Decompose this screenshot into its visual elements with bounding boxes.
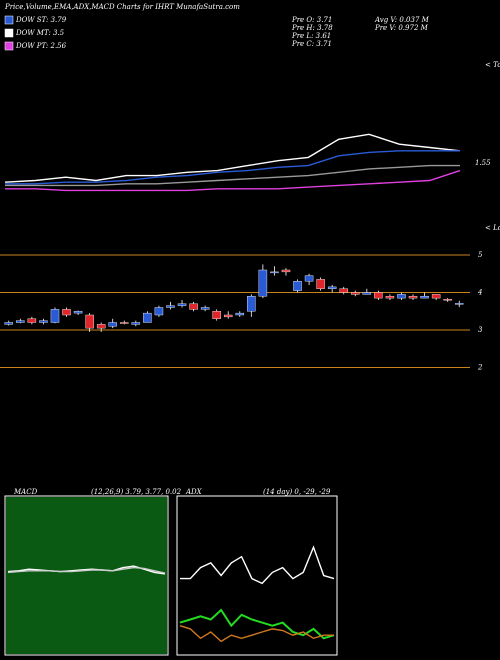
candle-body — [362, 292, 372, 295]
candle-body — [131, 322, 141, 325]
candle-body — [212, 311, 221, 319]
series-line — [180, 545, 335, 585]
series-line — [5, 164, 460, 187]
chart-title: Price,Volume,EMA,ADX,MACD Charts for IHR… — [4, 3, 240, 11]
candle-body — [16, 320, 25, 323]
info-text: Pre H: 3.78 — [291, 24, 333, 32]
legend-swatch — [4, 28, 14, 38]
annotation: < Lows — [485, 224, 500, 232]
info-text: Pre V: 0.972 M — [374, 24, 429, 32]
candle-body — [339, 288, 348, 293]
y-tick-label: 4 — [477, 289, 482, 297]
candle-body — [351, 292, 360, 295]
info-text: Pre L: 3.61 — [291, 32, 331, 40]
candle-body — [27, 318, 37, 323]
y-tick-label: 3 — [478, 326, 483, 334]
candle-body — [85, 314, 94, 329]
annotation: 1.55 — [475, 159, 491, 167]
y-tick-label: 2 — [477, 364, 483, 372]
candle-body — [408, 296, 418, 299]
info-text: Pre O: 3.71 — [291, 16, 332, 24]
candle-body — [73, 311, 83, 314]
candle-body — [120, 322, 129, 324]
panel-background — [6, 497, 167, 654]
candle-body — [189, 303, 198, 310]
panel-title: MACD — [13, 488, 38, 496]
series-line — [4, 133, 461, 183]
candle-body — [270, 271, 279, 274]
panel-title: ADX — [185, 488, 203, 496]
legend-swatch — [4, 15, 14, 25]
candle-body — [4, 322, 14, 325]
candle-body — [281, 269, 291, 273]
legend-label: DOW MT: 3.5 — [15, 29, 65, 37]
panel-background — [178, 497, 336, 654]
series-line — [179, 625, 334, 643]
candle-body — [304, 275, 314, 282]
candle-body — [258, 269, 268, 297]
candle-body — [108, 322, 117, 327]
adx-frame — [176, 495, 338, 656]
candle-body — [50, 309, 60, 323]
candle-body — [397, 294, 406, 299]
candle-body — [431, 294, 441, 299]
y-tick-label: 5 — [478, 251, 483, 259]
candle-body — [293, 281, 302, 291]
info-text: Avg V: 0.037 M — [374, 16, 430, 24]
candle-body — [235, 312, 245, 316]
candle-body — [454, 303, 464, 305]
candle-body — [420, 296, 429, 299]
candle-body — [39, 320, 48, 323]
annotation: < Tops — [485, 61, 500, 69]
candle-body — [62, 309, 71, 316]
candle-body — [177, 303, 187, 306]
candle-body — [166, 305, 175, 308]
legend-swatch — [4, 41, 14, 51]
candle-body — [154, 307, 164, 316]
candle-body — [96, 324, 106, 329]
series-line — [5, 150, 460, 185]
candle-body — [316, 279, 325, 289]
candle-body — [443, 299, 452, 301]
legend-label: DOW PT: 2.56 — [15, 42, 67, 50]
panel-subtitle: (12,26,9) 3.79, 3.77, 0.02 — [91, 488, 182, 496]
macd-frame — [4, 495, 169, 656]
series-line — [7, 566, 166, 574]
candle-body — [385, 296, 395, 299]
series-line — [179, 608, 335, 640]
candle-body — [247, 296, 256, 312]
candle-body — [143, 312, 152, 323]
candle-body — [327, 286, 337, 289]
candle-body — [200, 307, 210, 310]
candle-body — [223, 314, 233, 318]
candle-body — [374, 292, 383, 299]
series-line — [5, 169, 461, 192]
info-text: Pre C: 3.71 — [291, 40, 332, 48]
panel-subtitle: (14 day) 0, -29, -29 — [263, 488, 331, 496]
legend-label: DOW ST: 3.79 — [15, 16, 67, 24]
